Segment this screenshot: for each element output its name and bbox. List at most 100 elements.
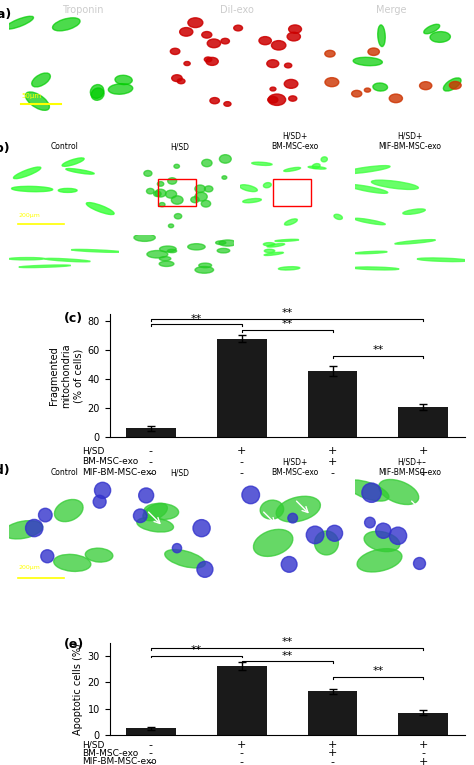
Ellipse shape xyxy=(372,180,419,190)
Circle shape xyxy=(197,562,213,578)
Text: -: - xyxy=(421,748,425,758)
Circle shape xyxy=(206,57,218,65)
Circle shape xyxy=(93,495,106,508)
Ellipse shape xyxy=(284,168,301,171)
Circle shape xyxy=(242,486,260,503)
Ellipse shape xyxy=(354,218,385,225)
Ellipse shape xyxy=(278,267,300,270)
Text: +: + xyxy=(419,740,428,750)
Ellipse shape xyxy=(66,168,94,174)
Circle shape xyxy=(160,246,176,252)
Circle shape xyxy=(234,25,243,31)
Circle shape xyxy=(270,87,276,91)
Circle shape xyxy=(159,256,171,261)
Text: **: ** xyxy=(282,637,292,647)
Ellipse shape xyxy=(71,249,121,252)
Circle shape xyxy=(168,224,173,228)
Bar xyxy=(398,407,448,437)
Text: -: - xyxy=(240,748,244,758)
Ellipse shape xyxy=(243,198,261,203)
Text: 50μm: 50μm xyxy=(21,93,41,99)
Circle shape xyxy=(325,77,339,86)
Ellipse shape xyxy=(395,239,435,244)
Circle shape xyxy=(147,250,168,258)
Ellipse shape xyxy=(13,167,41,179)
Ellipse shape xyxy=(334,214,342,220)
Ellipse shape xyxy=(58,188,77,193)
Ellipse shape xyxy=(403,209,425,214)
Circle shape xyxy=(216,241,226,245)
Circle shape xyxy=(159,203,165,207)
Circle shape xyxy=(157,181,164,186)
Text: -: - xyxy=(149,740,153,750)
Text: -: - xyxy=(330,467,335,478)
Circle shape xyxy=(288,513,298,523)
Text: (b): (b) xyxy=(0,142,10,155)
Text: MIF-BM-MSC-exo: MIF-BM-MSC-exo xyxy=(82,468,157,477)
Circle shape xyxy=(362,483,381,503)
Bar xyxy=(308,370,357,437)
Text: **: ** xyxy=(282,319,292,330)
Ellipse shape xyxy=(252,162,272,165)
Text: +: + xyxy=(237,740,246,750)
Text: -: - xyxy=(149,467,153,478)
Title: Merge: Merge xyxy=(376,5,406,15)
Ellipse shape xyxy=(32,73,50,87)
Circle shape xyxy=(272,41,286,50)
Circle shape xyxy=(207,39,220,47)
Text: (e): (e) xyxy=(64,638,85,651)
Ellipse shape xyxy=(357,549,402,572)
Text: BM-MSC-exo: BM-MSC-exo xyxy=(82,749,139,758)
Circle shape xyxy=(180,28,193,36)
Text: **: ** xyxy=(372,346,383,356)
Bar xyxy=(157,179,196,207)
Ellipse shape xyxy=(91,88,104,100)
Ellipse shape xyxy=(85,549,113,562)
Circle shape xyxy=(287,32,301,41)
Text: +: + xyxy=(419,467,428,478)
Ellipse shape xyxy=(260,500,283,519)
Ellipse shape xyxy=(308,166,326,169)
Ellipse shape xyxy=(275,239,299,242)
Ellipse shape xyxy=(353,57,383,66)
Ellipse shape xyxy=(348,184,388,194)
Circle shape xyxy=(38,508,52,522)
Circle shape xyxy=(144,171,152,176)
Ellipse shape xyxy=(62,158,84,166)
Ellipse shape xyxy=(165,549,205,568)
Circle shape xyxy=(174,164,180,168)
Circle shape xyxy=(195,192,207,201)
Ellipse shape xyxy=(267,243,284,247)
Text: +: + xyxy=(328,740,337,750)
Text: -: - xyxy=(240,467,244,478)
Title: H/SD+
MIF-BM-MSC-exo: H/SD+ MIF-BM-MSC-exo xyxy=(378,132,441,151)
Circle shape xyxy=(201,200,210,207)
Text: BM-MSC-exo: BM-MSC-exo xyxy=(82,457,139,466)
Circle shape xyxy=(259,37,272,44)
Circle shape xyxy=(195,266,214,273)
Text: -: - xyxy=(149,748,153,758)
Ellipse shape xyxy=(430,31,450,42)
Circle shape xyxy=(365,88,371,92)
Circle shape xyxy=(376,523,391,539)
Text: 200μm: 200μm xyxy=(18,213,40,218)
Circle shape xyxy=(167,249,177,252)
Text: H/SD: H/SD xyxy=(82,446,105,455)
Circle shape xyxy=(173,544,182,553)
Title: H/SD: H/SD xyxy=(170,468,189,477)
Circle shape xyxy=(146,188,154,194)
Text: +: + xyxy=(328,446,337,456)
Ellipse shape xyxy=(91,85,104,99)
Text: **: ** xyxy=(372,666,383,676)
Ellipse shape xyxy=(312,164,320,168)
Text: +: + xyxy=(328,748,337,758)
Circle shape xyxy=(221,38,229,44)
Circle shape xyxy=(155,189,166,197)
Ellipse shape xyxy=(45,259,90,262)
Ellipse shape xyxy=(9,258,45,260)
Circle shape xyxy=(204,186,213,192)
Text: **: ** xyxy=(282,651,292,661)
Text: +: + xyxy=(328,457,337,467)
Circle shape xyxy=(210,98,219,104)
Circle shape xyxy=(389,527,407,545)
